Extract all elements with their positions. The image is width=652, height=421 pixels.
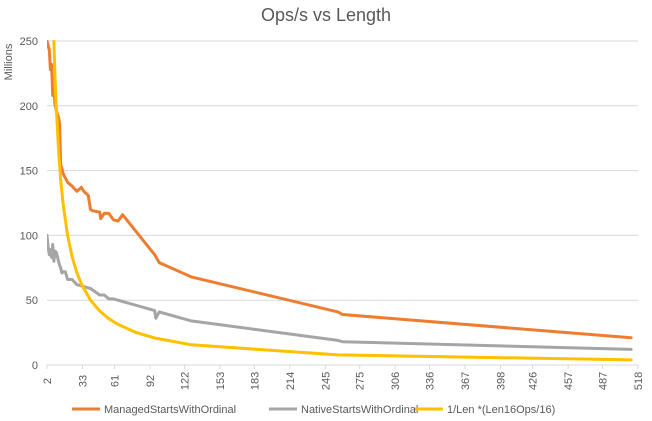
x-tick-label: 245 (320, 372, 332, 390)
y-tick-label: 0 (32, 360, 38, 372)
x-tick-label: 487 (597, 372, 609, 390)
x-tick-label: 275 (355, 372, 367, 390)
legend: ManagedStartsWithOrdinal NativeStartsWith… (72, 404, 555, 416)
x-tick-label: 336 (425, 372, 437, 390)
y-axis-label: Millions (3, 43, 15, 80)
x-tick-label: 214 (285, 372, 297, 390)
y-tick-label: 100 (20, 230, 38, 242)
legend-label: 1/Len *(Len16Ops/16) (447, 404, 555, 416)
x-tick-label: 33 (78, 375, 90, 387)
series-line-2 (47, 233, 633, 351)
chart-title: Ops/s vs Length (261, 5, 391, 25)
x-axis-ticks: 2 33 61 92 122 153 183 214 245 275 306 336 367 398 426… (42, 365, 645, 390)
gridlines (47, 40, 638, 366)
x-tick-label: 306 (390, 372, 402, 390)
x-tick-label: 92 (145, 375, 157, 387)
series-line-1 (47, 40, 633, 340)
series-lines (47, 40, 633, 362)
y-tick-label: 200 (20, 101, 38, 113)
series-line-3 (52, 40, 633, 362)
x-tick-label: 61 (110, 375, 122, 387)
y-tick-label: 50 (26, 295, 38, 307)
y-axis-ticks: 0 50 100 150 200 250 (20, 36, 38, 372)
x-tick-label: 153 (215, 372, 227, 390)
x-tick-label: 457 (563, 372, 575, 390)
x-tick-label: 426 (528, 372, 540, 390)
legend-label: NativeStartsWithOrdinal (301, 404, 418, 416)
x-tick-label: 183 (249, 372, 261, 390)
legend-label: ManagedStartsWithOrdinal (104, 404, 236, 416)
x-tick-label: 518 (633, 372, 645, 390)
x-tick-label: 367 (460, 372, 472, 390)
x-tick-label: 2 (42, 378, 54, 384)
x-tick-label: 122 (179, 372, 191, 390)
y-tick-label: 150 (20, 166, 38, 178)
x-tick-label: 398 (496, 372, 508, 390)
y-tick-label: 250 (20, 36, 38, 48)
